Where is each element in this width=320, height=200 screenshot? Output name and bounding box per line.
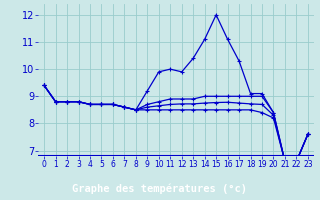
Text: Graphe des températures (°c): Graphe des températures (°c): [73, 184, 247, 194]
